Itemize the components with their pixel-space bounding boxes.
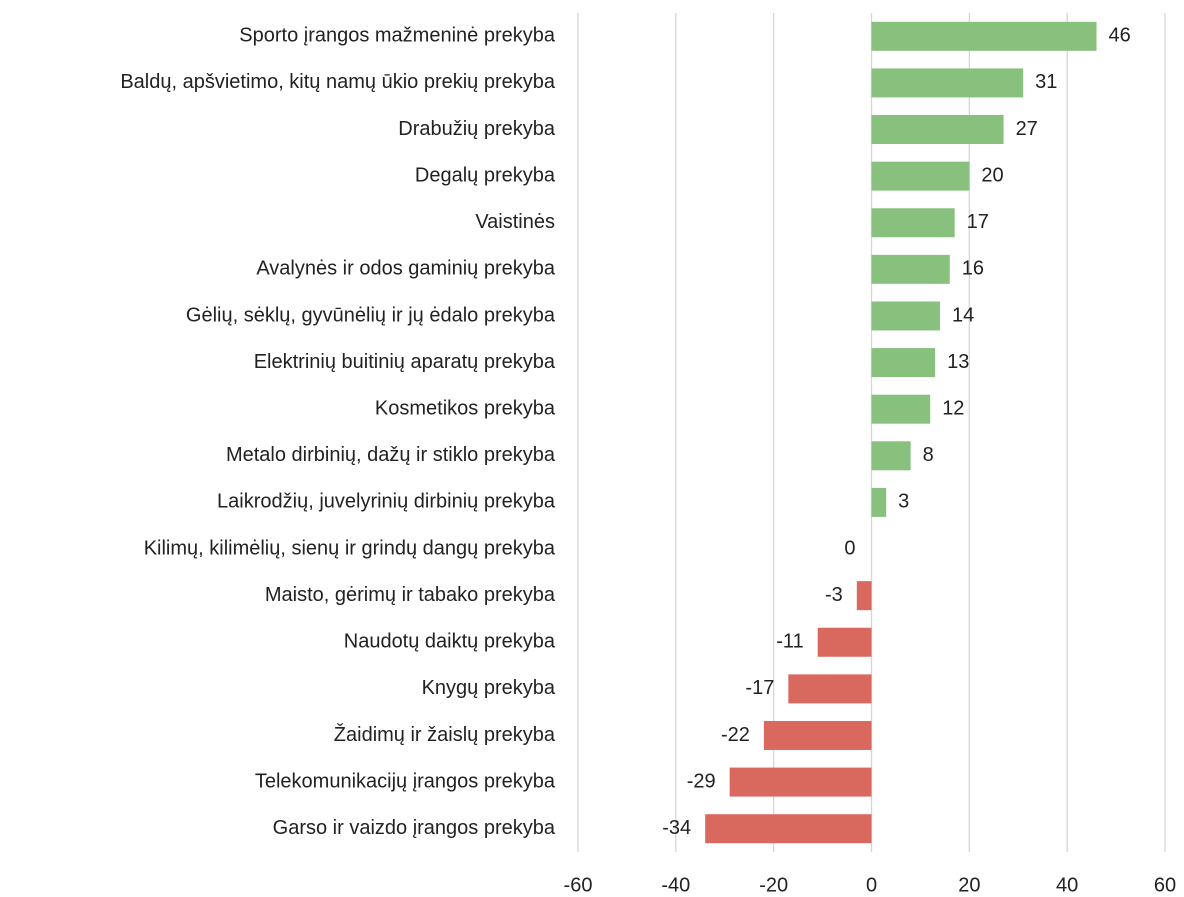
x-tick-label: -40 xyxy=(661,874,690,896)
category-label: Kilimų, kilimėlių, sienų ir grindų dangų… xyxy=(144,537,556,559)
bar xyxy=(763,720,872,750)
value-label: 31 xyxy=(1035,71,1057,93)
value-label: 46 xyxy=(1109,25,1131,47)
x-tick-label: -20 xyxy=(759,874,788,896)
x-tick-label: 40 xyxy=(1056,874,1078,896)
category-label: Drabužių prekyba xyxy=(398,118,556,140)
value-label: 20 xyxy=(981,164,1003,186)
bar xyxy=(871,68,1024,98)
bar xyxy=(705,814,872,844)
category-label: Knygų prekyba xyxy=(422,677,556,699)
value-label: 13 xyxy=(947,351,969,373)
value-label: 14 xyxy=(952,304,974,326)
category-label: Sporto įrangos mažmeninė prekyba xyxy=(239,25,556,47)
bar xyxy=(871,394,931,424)
category-label: Kosmetikos prekyba xyxy=(375,397,556,419)
bar xyxy=(871,115,1004,145)
value-label: -34 xyxy=(662,817,691,839)
value-label: -17 xyxy=(745,677,774,699)
bar xyxy=(871,208,955,238)
x-tick-label: 20 xyxy=(958,874,980,896)
category-label: Elektrinių buitinių aparatų prekyba xyxy=(254,351,556,373)
category-label: Degalų prekyba xyxy=(415,164,556,186)
bar xyxy=(788,674,872,704)
category-label: Vaistinės xyxy=(475,211,555,233)
category-label: Gėlių, sėklų, gyvūnėlių ir jų ėdalo prek… xyxy=(186,304,556,326)
category-label: Naudotų daiktų prekyba xyxy=(344,631,556,653)
value-label: -29 xyxy=(687,770,716,792)
x-tick-label: 60 xyxy=(1154,874,1176,896)
value-label: 3 xyxy=(898,491,909,513)
value-label: -11 xyxy=(776,631,803,653)
value-label: 8 xyxy=(923,444,934,466)
bar xyxy=(871,254,950,284)
value-label: -3 xyxy=(825,584,843,606)
bar xyxy=(871,301,940,331)
bar xyxy=(856,581,872,611)
x-tick-label: -60 xyxy=(564,874,593,896)
category-label: Garso ir vaizdo įrangos prekyba xyxy=(273,817,556,839)
value-label: 12 xyxy=(942,397,964,419)
value-label: -22 xyxy=(721,724,750,746)
value-label: 27 xyxy=(1016,118,1038,140)
value-label: 0 xyxy=(844,537,855,559)
category-label: Žaidimų ir žaislų prekyba xyxy=(334,723,556,746)
category-label: Telekomunikacijų įrangos prekyba xyxy=(255,770,556,792)
bar xyxy=(729,767,872,797)
bar xyxy=(871,21,1097,51)
value-label: 17 xyxy=(967,211,989,233)
value-label: 16 xyxy=(962,258,984,280)
category-label: Metalo dirbinių, dažų ir stiklo prekyba xyxy=(226,444,556,466)
category-label: Laikrodžių, juvelyrinių dirbinių prekyba xyxy=(217,491,556,513)
bar xyxy=(871,161,970,191)
bar xyxy=(871,487,887,517)
bar xyxy=(817,627,872,657)
category-label: Maisto, gėrimų ir tabako prekyba xyxy=(265,584,556,606)
category-label: Baldų, apšvietimo, kitų namų ūkio prekių… xyxy=(120,71,556,93)
category-label: Avalynės ir odos gaminių prekyba xyxy=(256,258,556,280)
x-tick-label: 0 xyxy=(866,874,877,896)
bar xyxy=(871,348,936,378)
bar xyxy=(871,441,911,471)
